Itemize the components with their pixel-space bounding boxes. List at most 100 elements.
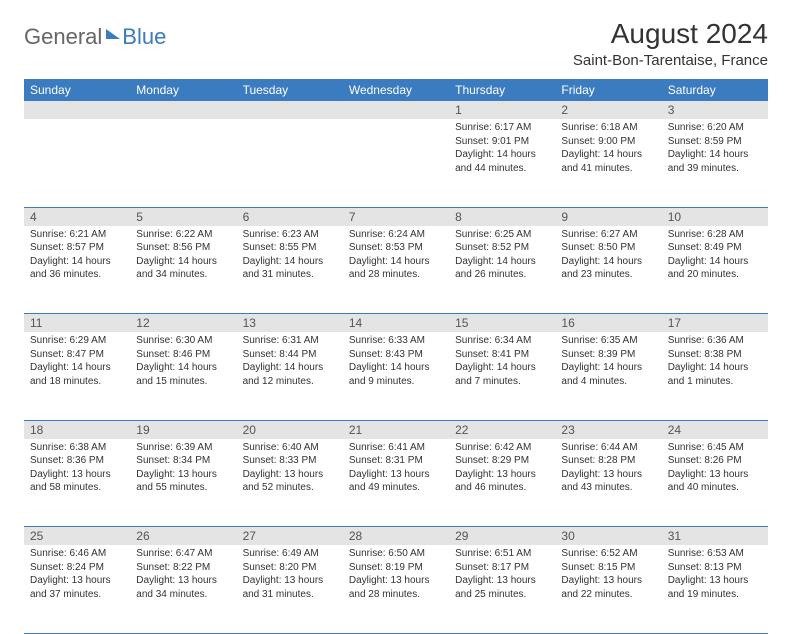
day-details: Sunrise: 6:21 AMSunset: 8:57 PMDaylight:… <box>24 226 130 286</box>
day-number-cell: 27 <box>237 527 343 546</box>
day-details: Sunrise: 6:27 AMSunset: 8:50 PMDaylight:… <box>555 226 661 286</box>
calendar-day-cell: Sunrise: 6:49 AMSunset: 8:20 PMDaylight:… <box>237 545 343 633</box>
calendar-day-cell: Sunrise: 6:31 AMSunset: 8:44 PMDaylight:… <box>237 332 343 420</box>
calendar-day-cell: Sunrise: 6:28 AMSunset: 8:49 PMDaylight:… <box>662 226 768 314</box>
day-number-cell: 13 <box>237 314 343 333</box>
day-number-cell: 7 <box>343 207 449 226</box>
day-details: Sunrise: 6:39 AMSunset: 8:34 PMDaylight:… <box>130 439 236 499</box>
day-number-cell: 29 <box>449 527 555 546</box>
calendar-day-cell <box>130 119 236 207</box>
day-details: Sunrise: 6:49 AMSunset: 8:20 PMDaylight:… <box>237 545 343 605</box>
day-details: Sunrise: 6:40 AMSunset: 8:33 PMDaylight:… <box>237 439 343 499</box>
day-number-cell: 12 <box>130 314 236 333</box>
calendar-day-cell: Sunrise: 6:46 AMSunset: 8:24 PMDaylight:… <box>24 545 130 633</box>
day-number-cell: 16 <box>555 314 661 333</box>
calendar-day-cell: Sunrise: 6:20 AMSunset: 8:59 PMDaylight:… <box>662 119 768 207</box>
day-number-cell: 2 <box>555 101 661 119</box>
logo: General Blue <box>24 24 166 50</box>
day-details: Sunrise: 6:18 AMSunset: 9:00 PMDaylight:… <box>555 119 661 179</box>
day-details: Sunrise: 6:28 AMSunset: 8:49 PMDaylight:… <box>662 226 768 286</box>
calendar-day-cell: Sunrise: 6:33 AMSunset: 8:43 PMDaylight:… <box>343 332 449 420</box>
calendar-day-cell: Sunrise: 6:53 AMSunset: 8:13 PMDaylight:… <box>662 545 768 633</box>
day-number-row: 11121314151617 <box>24 314 768 333</box>
calendar-day-cell: Sunrise: 6:50 AMSunset: 8:19 PMDaylight:… <box>343 545 449 633</box>
calendar-day-cell: Sunrise: 6:30 AMSunset: 8:46 PMDaylight:… <box>130 332 236 420</box>
day-number-cell: 30 <box>555 527 661 546</box>
calendar-day-cell: Sunrise: 6:34 AMSunset: 8:41 PMDaylight:… <box>449 332 555 420</box>
day-number-cell: 21 <box>343 420 449 439</box>
day-number-cell: 25 <box>24 527 130 546</box>
day-number-cell <box>24 101 130 119</box>
day-number-cell: 22 <box>449 420 555 439</box>
calendar-day-cell: Sunrise: 6:27 AMSunset: 8:50 PMDaylight:… <box>555 226 661 314</box>
day-details: Sunrise: 6:22 AMSunset: 8:56 PMDaylight:… <box>130 226 236 286</box>
day-details: Sunrise: 6:52 AMSunset: 8:15 PMDaylight:… <box>555 545 661 605</box>
calendar-week-row: Sunrise: 6:29 AMSunset: 8:47 PMDaylight:… <box>24 332 768 420</box>
day-number-cell: 26 <box>130 527 236 546</box>
day-number-cell: 6 <box>237 207 343 226</box>
calendar-day-cell: Sunrise: 6:25 AMSunset: 8:52 PMDaylight:… <box>449 226 555 314</box>
calendar-body: 123Sunrise: 6:17 AMSunset: 9:01 PMDaylig… <box>24 101 768 633</box>
day-details: Sunrise: 6:31 AMSunset: 8:44 PMDaylight:… <box>237 332 343 392</box>
weekday-header: Thursday <box>449 79 555 101</box>
calendar-day-cell: Sunrise: 6:41 AMSunset: 8:31 PMDaylight:… <box>343 439 449 527</box>
weekday-header: Wednesday <box>343 79 449 101</box>
logo-part2: Blue <box>122 24 166 50</box>
day-details: Sunrise: 6:34 AMSunset: 8:41 PMDaylight:… <box>449 332 555 392</box>
day-number-cell <box>237 101 343 119</box>
weekday-header: Tuesday <box>237 79 343 101</box>
day-details: Sunrise: 6:20 AMSunset: 8:59 PMDaylight:… <box>662 119 768 179</box>
day-details: Sunrise: 6:25 AMSunset: 8:52 PMDaylight:… <box>449 226 555 286</box>
day-number-cell: 28 <box>343 527 449 546</box>
calendar-day-cell: Sunrise: 6:36 AMSunset: 8:38 PMDaylight:… <box>662 332 768 420</box>
day-number-cell: 31 <box>662 527 768 546</box>
day-details: Sunrise: 6:36 AMSunset: 8:38 PMDaylight:… <box>662 332 768 392</box>
calendar-day-cell: Sunrise: 6:52 AMSunset: 8:15 PMDaylight:… <box>555 545 661 633</box>
logo-triangle-icon <box>106 29 120 39</box>
location-label: Saint-Bon-Tarentaise, France <box>573 52 768 69</box>
day-details: Sunrise: 6:24 AMSunset: 8:53 PMDaylight:… <box>343 226 449 286</box>
day-number-cell: 20 <box>237 420 343 439</box>
weekday-header: Friday <box>555 79 661 101</box>
calendar-day-cell: Sunrise: 6:47 AMSunset: 8:22 PMDaylight:… <box>130 545 236 633</box>
calendar-week-row: Sunrise: 6:46 AMSunset: 8:24 PMDaylight:… <box>24 545 768 633</box>
day-number-cell: 3 <box>662 101 768 119</box>
day-number-cell <box>130 101 236 119</box>
calendar-week-row: Sunrise: 6:21 AMSunset: 8:57 PMDaylight:… <box>24 226 768 314</box>
day-number-cell: 24 <box>662 420 768 439</box>
calendar-day-cell: Sunrise: 6:22 AMSunset: 8:56 PMDaylight:… <box>130 226 236 314</box>
day-number-cell: 9 <box>555 207 661 226</box>
calendar-day-cell: Sunrise: 6:39 AMSunset: 8:34 PMDaylight:… <box>130 439 236 527</box>
day-details: Sunrise: 6:46 AMSunset: 8:24 PMDaylight:… <box>24 545 130 605</box>
day-number-cell: 18 <box>24 420 130 439</box>
day-number-cell: 17 <box>662 314 768 333</box>
weekday-header-row: SundayMondayTuesdayWednesdayThursdayFrid… <box>24 79 768 101</box>
day-details: Sunrise: 6:51 AMSunset: 8:17 PMDaylight:… <box>449 545 555 605</box>
day-details: Sunrise: 6:53 AMSunset: 8:13 PMDaylight:… <box>662 545 768 605</box>
day-details: Sunrise: 6:45 AMSunset: 8:26 PMDaylight:… <box>662 439 768 499</box>
day-details: Sunrise: 6:35 AMSunset: 8:39 PMDaylight:… <box>555 332 661 392</box>
calendar-day-cell <box>24 119 130 207</box>
day-details: Sunrise: 6:17 AMSunset: 9:01 PMDaylight:… <box>449 119 555 179</box>
calendar-day-cell <box>237 119 343 207</box>
day-details: Sunrise: 6:38 AMSunset: 8:36 PMDaylight:… <box>24 439 130 499</box>
title-block: August 2024 Saint-Bon-Tarentaise, France <box>573 18 768 69</box>
day-details: Sunrise: 6:33 AMSunset: 8:43 PMDaylight:… <box>343 332 449 392</box>
day-number-row: 123 <box>24 101 768 119</box>
calendar-day-cell: Sunrise: 6:42 AMSunset: 8:29 PMDaylight:… <box>449 439 555 527</box>
day-details: Sunrise: 6:42 AMSunset: 8:29 PMDaylight:… <box>449 439 555 499</box>
calendar-day-cell: Sunrise: 6:51 AMSunset: 8:17 PMDaylight:… <box>449 545 555 633</box>
calendar-day-cell: Sunrise: 6:35 AMSunset: 8:39 PMDaylight:… <box>555 332 661 420</box>
calendar-day-cell: Sunrise: 6:23 AMSunset: 8:55 PMDaylight:… <box>237 226 343 314</box>
calendar-table: SundayMondayTuesdayWednesdayThursdayFrid… <box>24 79 768 634</box>
day-number-cell <box>343 101 449 119</box>
day-number-cell: 19 <box>130 420 236 439</box>
day-details: Sunrise: 6:41 AMSunset: 8:31 PMDaylight:… <box>343 439 449 499</box>
calendar-day-cell: Sunrise: 6:45 AMSunset: 8:26 PMDaylight:… <box>662 439 768 527</box>
day-details: Sunrise: 6:47 AMSunset: 8:22 PMDaylight:… <box>130 545 236 605</box>
calendar-day-cell: Sunrise: 6:40 AMSunset: 8:33 PMDaylight:… <box>237 439 343 527</box>
day-number-cell: 23 <box>555 420 661 439</box>
day-number-cell: 8 <box>449 207 555 226</box>
day-number-cell: 4 <box>24 207 130 226</box>
day-number-row: 25262728293031 <box>24 527 768 546</box>
